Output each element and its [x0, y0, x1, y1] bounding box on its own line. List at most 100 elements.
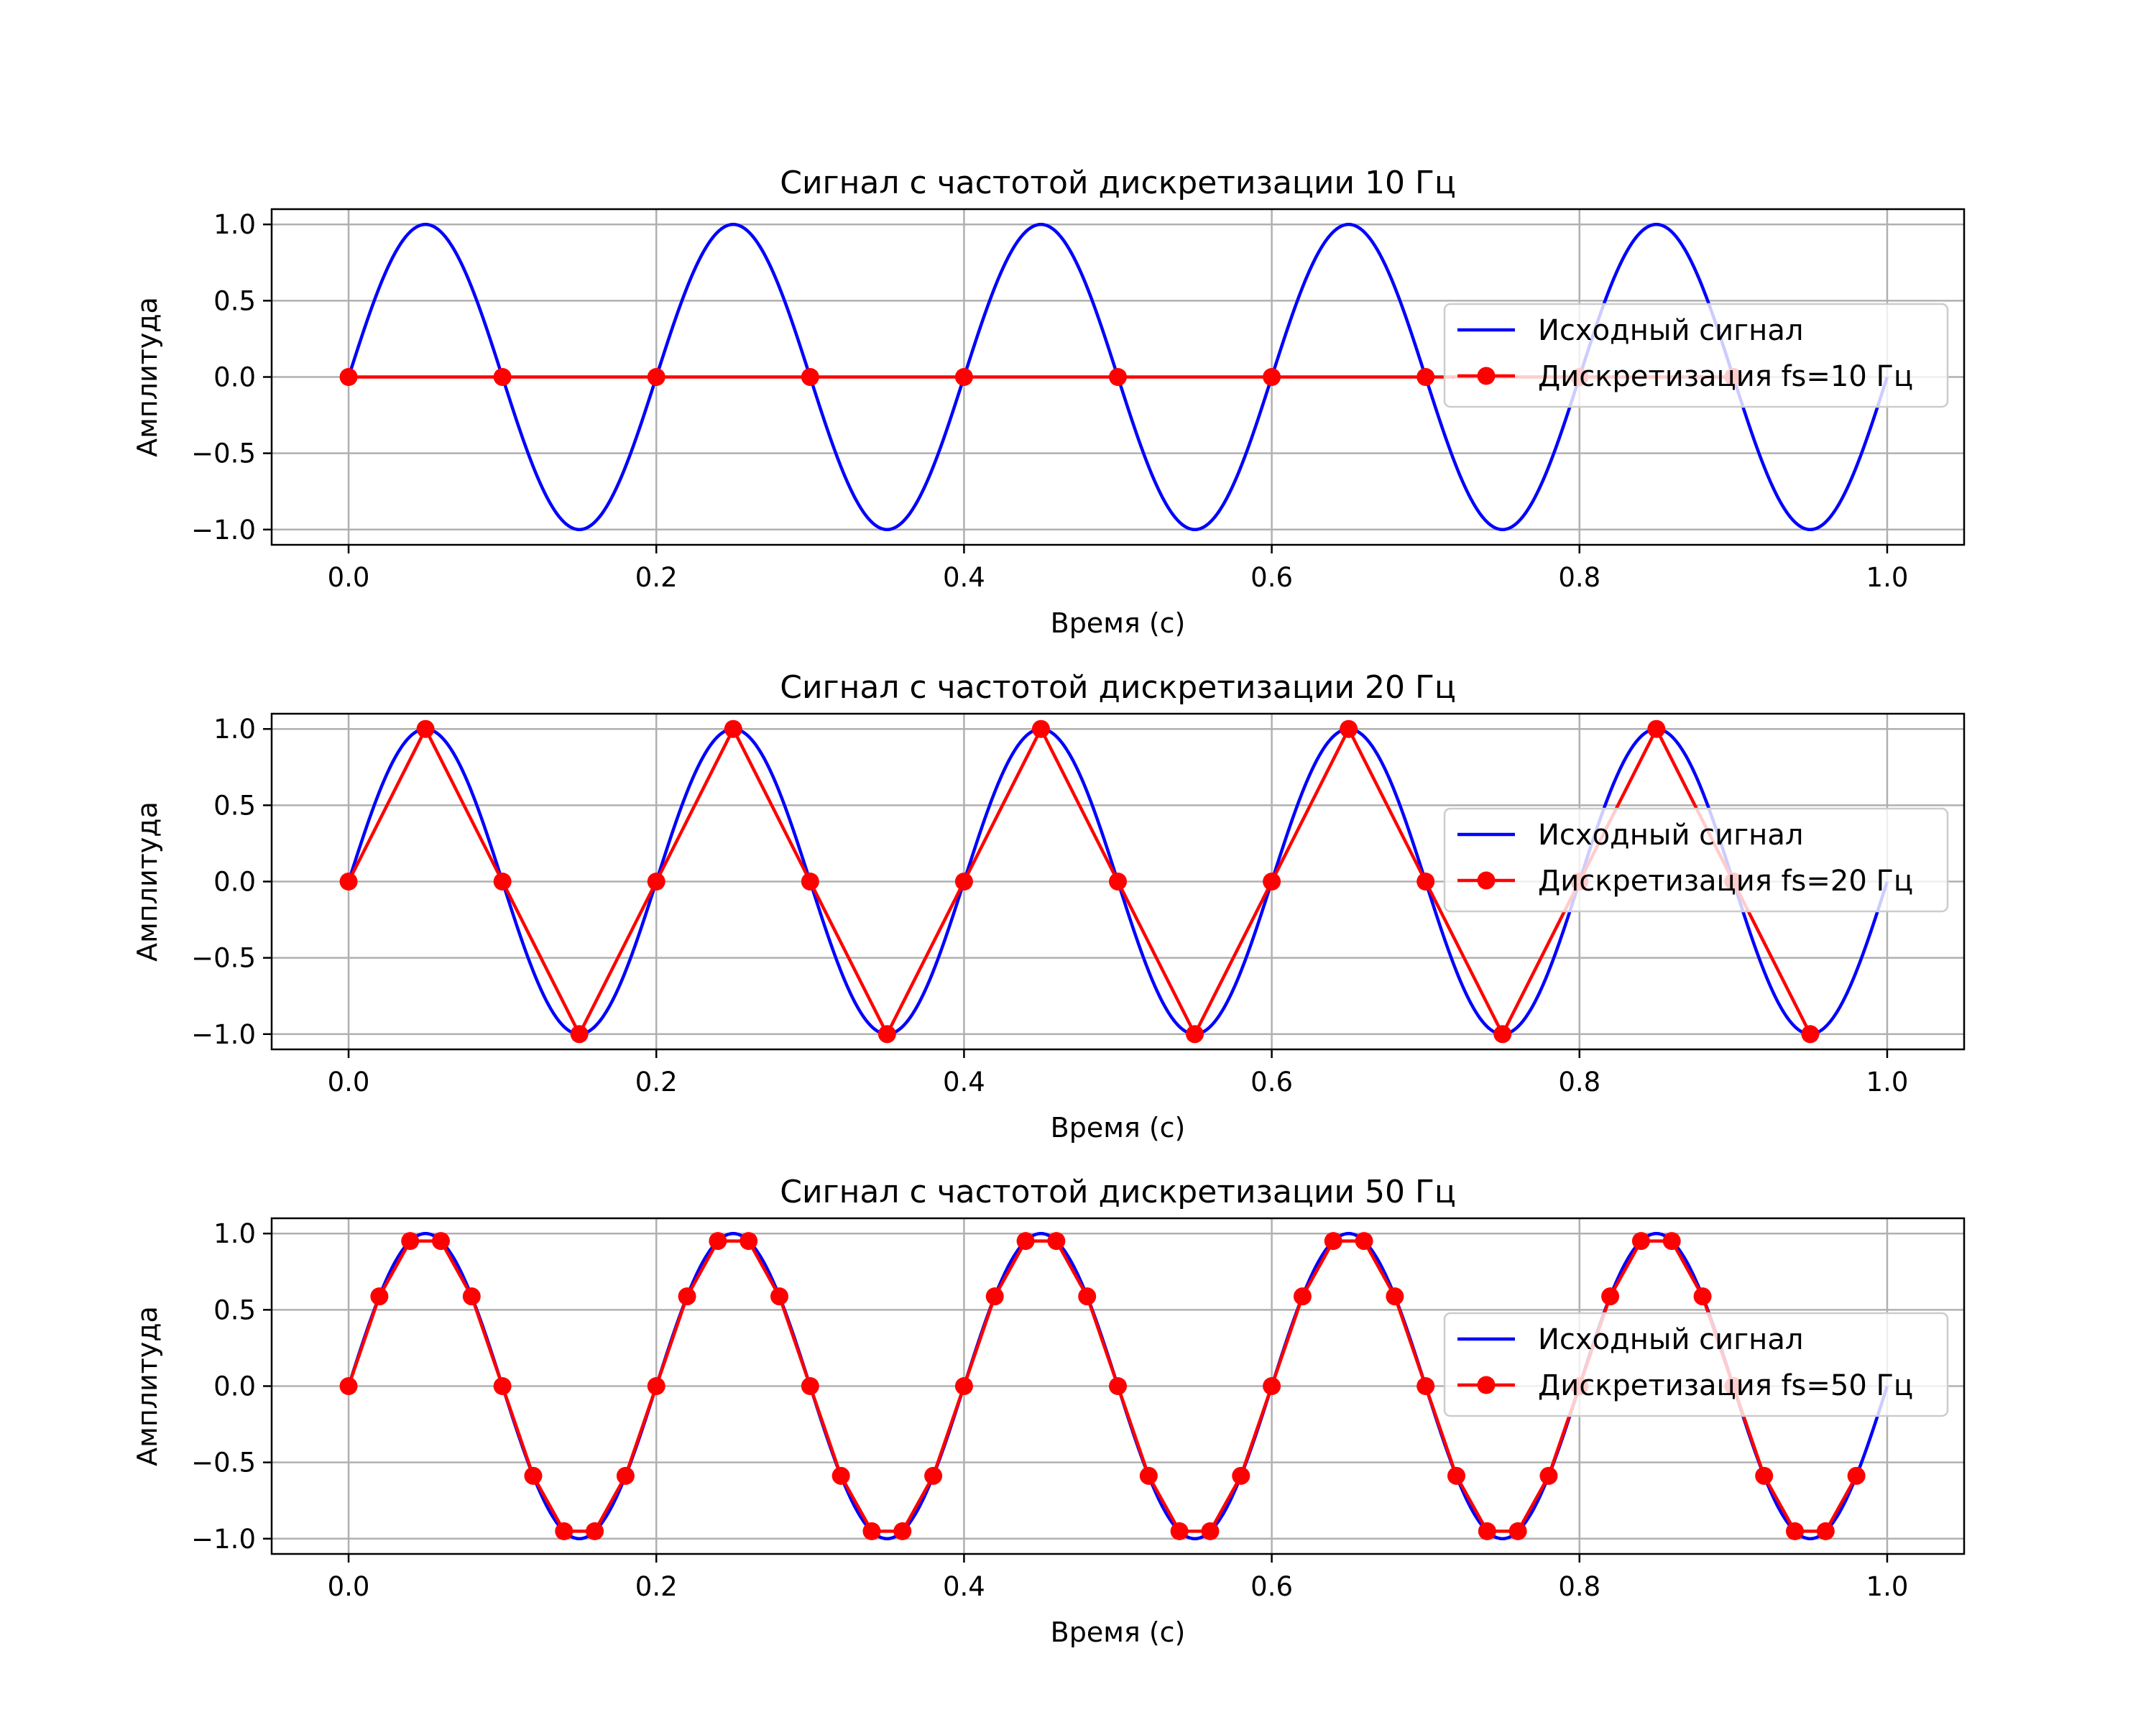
y-tick-label: 1.0 — [213, 1218, 256, 1249]
sample-point — [1170, 1522, 1189, 1540]
x-tick-label: 0.2 — [635, 1571, 678, 1602]
sample-point — [831, 1466, 850, 1485]
legend: Исходный сигнал Дискретизация fs=20 Гц — [1443, 807, 1949, 913]
y-tick-label: 0.0 — [213, 867, 256, 898]
sample-point — [1416, 873, 1435, 891]
x-tick-label: 0.0 — [328, 562, 370, 593]
sample-point — [462, 1287, 481, 1306]
sample-point — [401, 1232, 420, 1251]
y-tick-label: 0.0 — [213, 362, 256, 393]
sample-point — [1201, 1522, 1220, 1540]
sample-point — [862, 1522, 881, 1540]
y-tick-label: −0.5 — [191, 438, 256, 469]
legend-entry-label: Дискретизация fs=10 Гц — [1538, 360, 1913, 393]
sample-point — [1139, 1466, 1158, 1485]
sample-point — [1016, 1232, 1035, 1251]
legend-entry-label: Дискретизация fs=50 Гц — [1538, 1369, 1913, 1402]
sample-point — [801, 368, 819, 386]
legend-marker — [1477, 367, 1496, 385]
subplot-title: Сигнал с частотой дискретизации 20 Гц — [780, 669, 1456, 706]
sample-point — [954, 368, 973, 386]
y-tick-label: 0.0 — [213, 1371, 256, 1402]
subplot-1: 0.0 0.2 0.4 0.6 0.8 1.0 −1.0 −0.5 0.0 0.5 1.0 Сигна… — [132, 165, 1966, 639]
x-tick-label: 0.6 — [1250, 562, 1293, 593]
legend-entry-label: Исходный сигнал — [1538, 1323, 1803, 1356]
sample-point — [1786, 1522, 1804, 1540]
y-tick-label: −0.5 — [191, 1448, 256, 1478]
x-tick-label: 1.0 — [1866, 562, 1909, 593]
x-tick-label: 0.2 — [635, 1067, 678, 1098]
sample-point — [1416, 368, 1435, 386]
plot-area — [339, 1231, 1889, 1541]
sample-point — [647, 1377, 665, 1395]
x-tick-label: 0.0 — [328, 1571, 370, 1602]
legend: Исходный сигнал Дискретизация fs=50 Гц — [1443, 1312, 1949, 1417]
x-axis-label: Время (с) — [1051, 1112, 1186, 1144]
sample-point — [985, 1287, 1004, 1306]
sample-point — [370, 1287, 389, 1306]
sample-point — [1340, 719, 1358, 738]
sample-point — [647, 368, 665, 386]
sample-point — [1647, 719, 1666, 738]
sample-point — [1031, 719, 1050, 738]
sample-point — [339, 1377, 358, 1395]
sample-point — [1416, 1377, 1435, 1395]
sample-point — [724, 719, 742, 738]
sample-point — [1232, 1466, 1250, 1485]
sample-point — [1109, 1377, 1127, 1395]
x-tick-label: 0.0 — [328, 1067, 370, 1098]
sample-point — [555, 1522, 573, 1540]
sample-point — [1324, 1232, 1342, 1251]
sample-point — [1109, 873, 1127, 891]
y-tick-label: 1.0 — [213, 209, 256, 240]
x-tick-label: 0.2 — [635, 562, 678, 593]
sample-point — [1263, 1377, 1281, 1395]
sample-point — [709, 1232, 727, 1251]
y-axis-label: Амплитуда — [132, 297, 163, 457]
y-tick-label: −1.0 — [191, 515, 256, 546]
x-tick-label: 0.4 — [943, 1067, 985, 1098]
sample-point — [1293, 1287, 1312, 1306]
sample-point — [586, 1522, 604, 1540]
x-tick-label: 0.6 — [1250, 1067, 1293, 1098]
sample-point — [1816, 1522, 1835, 1540]
sample-point — [770, 1287, 788, 1306]
x-tick-label: 0.8 — [1558, 1571, 1600, 1602]
x-tick-label: 1.0 — [1866, 1067, 1909, 1098]
sample-point — [954, 873, 973, 891]
sample-point — [647, 873, 665, 891]
sample-point — [1801, 1025, 1820, 1044]
sample-point — [1109, 368, 1127, 386]
sample-point — [924, 1466, 943, 1485]
sample-point — [339, 873, 358, 891]
legend-marker — [1477, 1376, 1496, 1394]
sample-point — [1355, 1232, 1373, 1251]
y-tick-label: −0.5 — [191, 943, 256, 974]
sample-point — [1601, 1287, 1620, 1306]
sample-point — [1447, 1466, 1465, 1485]
legend-box — [1443, 807, 1949, 913]
sample-point — [493, 368, 512, 386]
subplot-3: 0.0 0.2 0.4 0.6 0.8 1.0 −1.0 −0.5 0.0 0.5 1.0 Сигна… — [132, 1174, 1966, 1648]
sample-point — [801, 873, 819, 891]
legend-entry-label: Исходный сигнал — [1538, 314, 1803, 347]
y-tick-label: 0.5 — [213, 790, 256, 821]
sample-point — [1186, 1025, 1204, 1044]
sample-point — [524, 1466, 543, 1485]
y-tick-label: 1.0 — [213, 714, 256, 745]
y-tick-label: 0.5 — [213, 285, 256, 316]
sample-point — [1478, 1522, 1496, 1540]
sample-point — [1693, 1287, 1712, 1306]
subplot-2: 0.0 0.2 0.4 0.6 0.8 1.0 −1.0 −0.5 0.0 0.5 1.0 Сигна… — [132, 669, 1966, 1144]
sample-point — [1263, 873, 1281, 891]
sample-point — [1847, 1466, 1866, 1485]
y-tick-label: −1.0 — [191, 1019, 256, 1050]
y-tick-label: 0.5 — [213, 1294, 256, 1325]
sample-point — [493, 1377, 512, 1395]
sample-point — [493, 873, 512, 891]
sample-point — [740, 1232, 758, 1251]
sample-point — [416, 719, 435, 738]
x-axis-label: Время (с) — [1051, 607, 1186, 639]
sample-point — [1631, 1232, 1650, 1251]
legend-box — [1443, 303, 1949, 408]
